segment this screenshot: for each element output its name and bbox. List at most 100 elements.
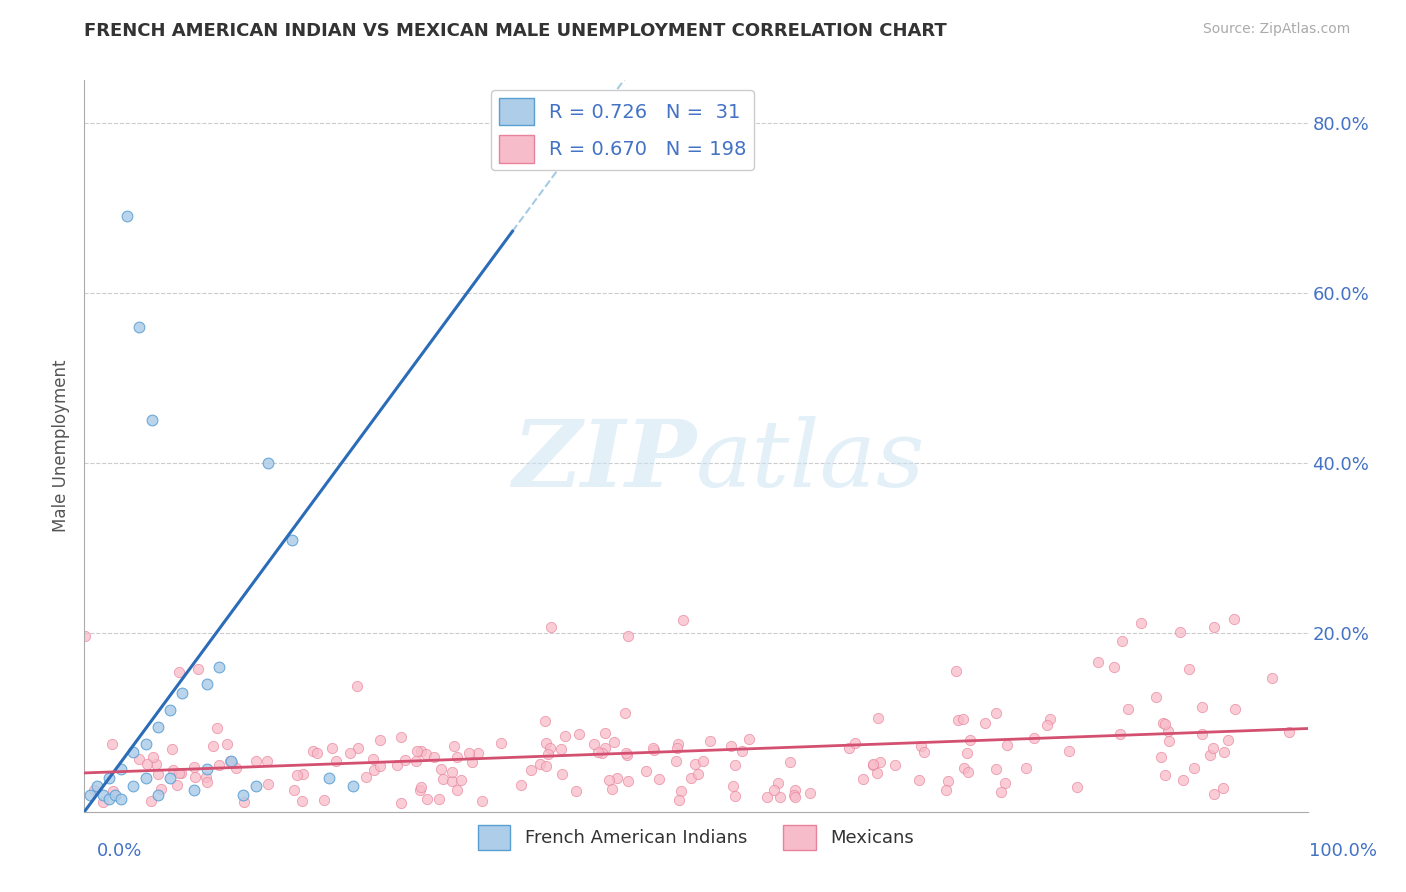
- Point: [159, 771, 181, 785]
- Point: [766, 775, 789, 789]
- Point: [974, 716, 997, 731]
- Point: [990, 785, 1012, 799]
- Point: [1015, 761, 1038, 775]
- Legend: French American Indians, Mexicans: French American Indians, Mexicans: [471, 818, 921, 857]
- Point: [862, 757, 884, 772]
- Point: [146, 720, 169, 734]
- Point: [869, 756, 891, 770]
- Point: [1223, 612, 1246, 626]
- Point: [135, 737, 157, 751]
- Point: [292, 767, 315, 781]
- Point: [551, 766, 574, 780]
- Point: [598, 772, 620, 787]
- Point: [1022, 731, 1045, 745]
- Point: [215, 737, 238, 751]
- Point: [257, 456, 280, 470]
- Point: [737, 731, 759, 746]
- Point: [799, 786, 821, 800]
- Point: [460, 756, 482, 770]
- Point: [1118, 701, 1140, 715]
- Point: [1202, 787, 1225, 801]
- Point: [1104, 660, 1126, 674]
- Point: [636, 764, 658, 779]
- Point: [957, 764, 980, 779]
- Point: [1036, 717, 1059, 731]
- Point: [600, 782, 623, 797]
- Point: [586, 745, 609, 759]
- Point: [422, 750, 444, 764]
- Point: [146, 788, 169, 802]
- Point: [866, 766, 889, 780]
- Point: [1168, 624, 1191, 639]
- Point: [291, 794, 314, 808]
- Point: [97, 771, 120, 785]
- Point: [1039, 712, 1062, 726]
- Point: [409, 743, 432, 757]
- Point: [457, 747, 479, 761]
- Text: atlas: atlas: [696, 416, 925, 506]
- Point: [671, 614, 693, 628]
- Point: [995, 738, 1018, 752]
- Point: [617, 629, 640, 643]
- Point: [346, 679, 368, 693]
- Point: [883, 758, 905, 772]
- Point: [641, 741, 664, 756]
- Point: [1191, 700, 1213, 714]
- Point: [910, 739, 932, 753]
- Point: [467, 746, 489, 760]
- Point: [446, 783, 468, 797]
- Point: [325, 755, 347, 769]
- Point: [1223, 701, 1246, 715]
- Point: [1111, 633, 1133, 648]
- Point: [554, 730, 576, 744]
- Point: [172, 686, 194, 700]
- Point: [593, 740, 616, 755]
- Point: [136, 757, 159, 772]
- Point: [538, 740, 561, 755]
- Point: [159, 703, 181, 717]
- Point: [912, 745, 935, 759]
- Point: [1198, 747, 1220, 762]
- Point: [281, 533, 304, 547]
- Point: [783, 789, 806, 804]
- Text: ZIP: ZIP: [512, 416, 696, 506]
- Point: [429, 762, 451, 776]
- Point: [1157, 724, 1180, 739]
- Point: [406, 744, 429, 758]
- Point: [101, 784, 124, 798]
- Point: [1152, 716, 1174, 731]
- Point: [101, 737, 124, 751]
- Point: [986, 706, 1008, 721]
- Point: [75, 629, 97, 643]
- Point: [724, 757, 747, 772]
- Point: [550, 742, 572, 756]
- Point: [783, 788, 806, 802]
- Point: [668, 793, 690, 807]
- Point: [115, 210, 138, 224]
- Point: [346, 740, 368, 755]
- Point: [415, 792, 437, 806]
- Point: [534, 714, 557, 729]
- Point: [613, 706, 636, 721]
- Point: [160, 742, 183, 756]
- Point: [471, 794, 494, 808]
- Point: [307, 746, 329, 760]
- Point: [1130, 616, 1153, 631]
- Point: [432, 772, 454, 786]
- Point: [441, 774, 464, 789]
- Point: [183, 760, 205, 774]
- Point: [755, 790, 778, 805]
- Point: [1157, 733, 1180, 747]
- Point: [446, 749, 468, 764]
- Point: [195, 762, 218, 776]
- Point: [301, 744, 323, 758]
- Point: [184, 771, 207, 785]
- Point: [683, 757, 706, 772]
- Text: FRENCH AMERICAN INDIAN VS MEXICAN MALE UNEMPLOYMENT CORRELATION CHART: FRENCH AMERICAN INDIAN VS MEXICAN MALE U…: [84, 22, 948, 40]
- Point: [408, 783, 430, 797]
- Point: [1109, 726, 1132, 740]
- Point: [339, 746, 361, 760]
- Point: [720, 739, 742, 754]
- Point: [669, 784, 692, 798]
- Point: [142, 749, 165, 764]
